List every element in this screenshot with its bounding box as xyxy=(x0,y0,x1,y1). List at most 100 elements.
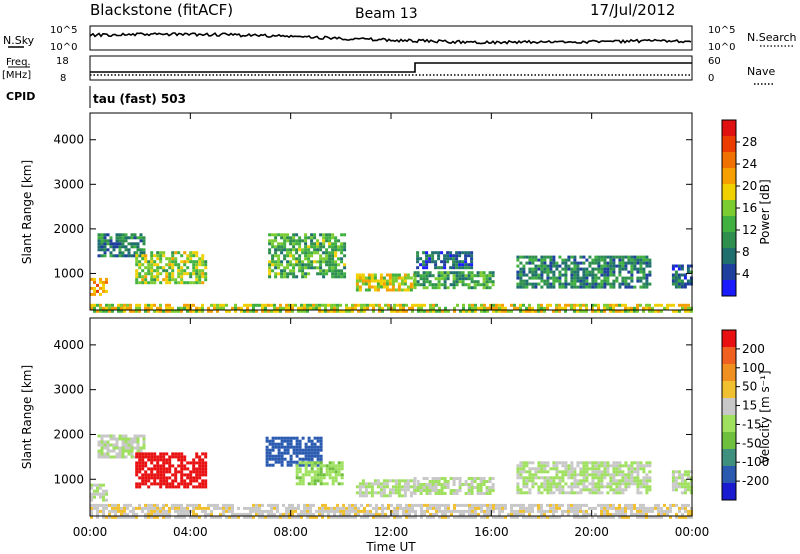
velocity-cell xyxy=(636,509,639,513)
velocity-cell xyxy=(322,476,326,480)
velocity-cell xyxy=(570,461,574,465)
power-cell xyxy=(531,258,535,262)
power-cell xyxy=(273,309,276,313)
velocity-cell xyxy=(310,451,314,455)
velocity-cell xyxy=(316,448,320,452)
power-cell xyxy=(391,273,395,277)
power-cell xyxy=(510,309,513,313)
power-cell xyxy=(400,282,404,286)
power-cell xyxy=(537,282,541,286)
velocity-cell xyxy=(549,467,553,471)
power-cell xyxy=(135,275,139,279)
velocity-cell xyxy=(642,509,645,513)
power-cell xyxy=(103,242,107,246)
velocity-cell xyxy=(270,509,273,513)
velocity-cell xyxy=(333,506,336,510)
power-cell xyxy=(674,282,678,286)
velocity-cell xyxy=(265,448,269,452)
velocity-cell xyxy=(219,506,222,510)
power-cell xyxy=(444,309,447,313)
power-cell xyxy=(300,309,303,313)
velocity-cell xyxy=(328,464,332,468)
power-cell xyxy=(106,242,110,246)
velocity-colorbar-tick-label: 100 xyxy=(742,361,765,375)
power-cell xyxy=(340,248,344,252)
power-cell xyxy=(309,306,312,310)
velocity-cell xyxy=(576,506,579,510)
power-cell xyxy=(630,258,634,262)
velocity-cell xyxy=(428,489,432,492)
velocity-cell xyxy=(504,506,507,510)
velocity-cell xyxy=(633,482,637,486)
velocity-cell xyxy=(510,509,513,513)
velocity-cell xyxy=(96,515,99,519)
power-cell xyxy=(174,281,178,285)
power-cell xyxy=(627,270,631,274)
velocity-cell xyxy=(543,470,547,474)
power-cell xyxy=(150,306,153,310)
power-cell xyxy=(103,236,107,240)
power-cell xyxy=(111,306,114,310)
power-cell xyxy=(121,242,125,246)
velocity-cell xyxy=(573,467,577,471)
power-cell xyxy=(651,306,654,310)
velocity-cell xyxy=(112,434,116,438)
velocity-cell xyxy=(525,491,529,495)
velocity-cell xyxy=(437,492,441,495)
power-cell xyxy=(437,271,441,275)
velocity-cell xyxy=(318,506,321,510)
velocity-cell xyxy=(289,460,293,464)
velocity-cell xyxy=(348,512,351,516)
velocity-cell xyxy=(683,473,687,477)
power-cell xyxy=(334,275,338,279)
velocity-cell xyxy=(642,506,645,510)
power-cell xyxy=(177,251,181,255)
power-cell xyxy=(473,274,477,278)
power-cell xyxy=(109,242,113,246)
velocity-cell xyxy=(207,512,210,516)
power-cell xyxy=(519,303,522,307)
velocity-cell xyxy=(618,482,622,486)
velocity-cell xyxy=(304,464,308,468)
velocity-cell xyxy=(138,482,142,486)
power-cell xyxy=(534,273,538,277)
velocity-cell xyxy=(298,476,302,480)
power-cell xyxy=(331,272,335,276)
x-axis-label: Time UT xyxy=(365,540,416,554)
velocity-cell xyxy=(177,503,180,507)
power-cell xyxy=(491,274,495,278)
velocity-cell xyxy=(519,461,523,465)
power-cell xyxy=(286,275,290,279)
velocity-cell xyxy=(150,458,154,462)
power-cell xyxy=(333,309,336,313)
velocity-cell xyxy=(265,463,269,467)
power-cell xyxy=(102,309,105,313)
power-cell xyxy=(618,282,622,286)
velocity-cell xyxy=(630,467,634,471)
velocity-cell xyxy=(102,489,105,493)
velocity-cell xyxy=(669,515,672,519)
power-cell xyxy=(189,281,193,285)
velocity-cell xyxy=(366,509,369,513)
velocity-cell xyxy=(271,463,275,467)
velocity-cell xyxy=(426,515,429,519)
velocity-cell xyxy=(405,506,408,510)
velocity-cell xyxy=(426,509,429,513)
velocity-cell xyxy=(677,476,681,480)
velocity-cell xyxy=(108,515,111,519)
velocity-cell xyxy=(479,483,483,486)
velocity-cell xyxy=(546,461,550,465)
power-cell xyxy=(225,309,228,313)
power-cell xyxy=(443,277,447,281)
power-cell xyxy=(198,281,202,285)
velocity-cell xyxy=(141,509,144,513)
velocity-cell xyxy=(144,464,148,468)
velocity-cell xyxy=(97,452,101,456)
velocity-cell xyxy=(327,515,330,519)
velocity-cell xyxy=(156,458,160,462)
power-cell xyxy=(579,309,582,313)
power-cell xyxy=(192,309,195,313)
velocity-cell xyxy=(600,509,603,513)
velocity-cell xyxy=(325,473,329,477)
velocity-cell xyxy=(567,512,570,516)
